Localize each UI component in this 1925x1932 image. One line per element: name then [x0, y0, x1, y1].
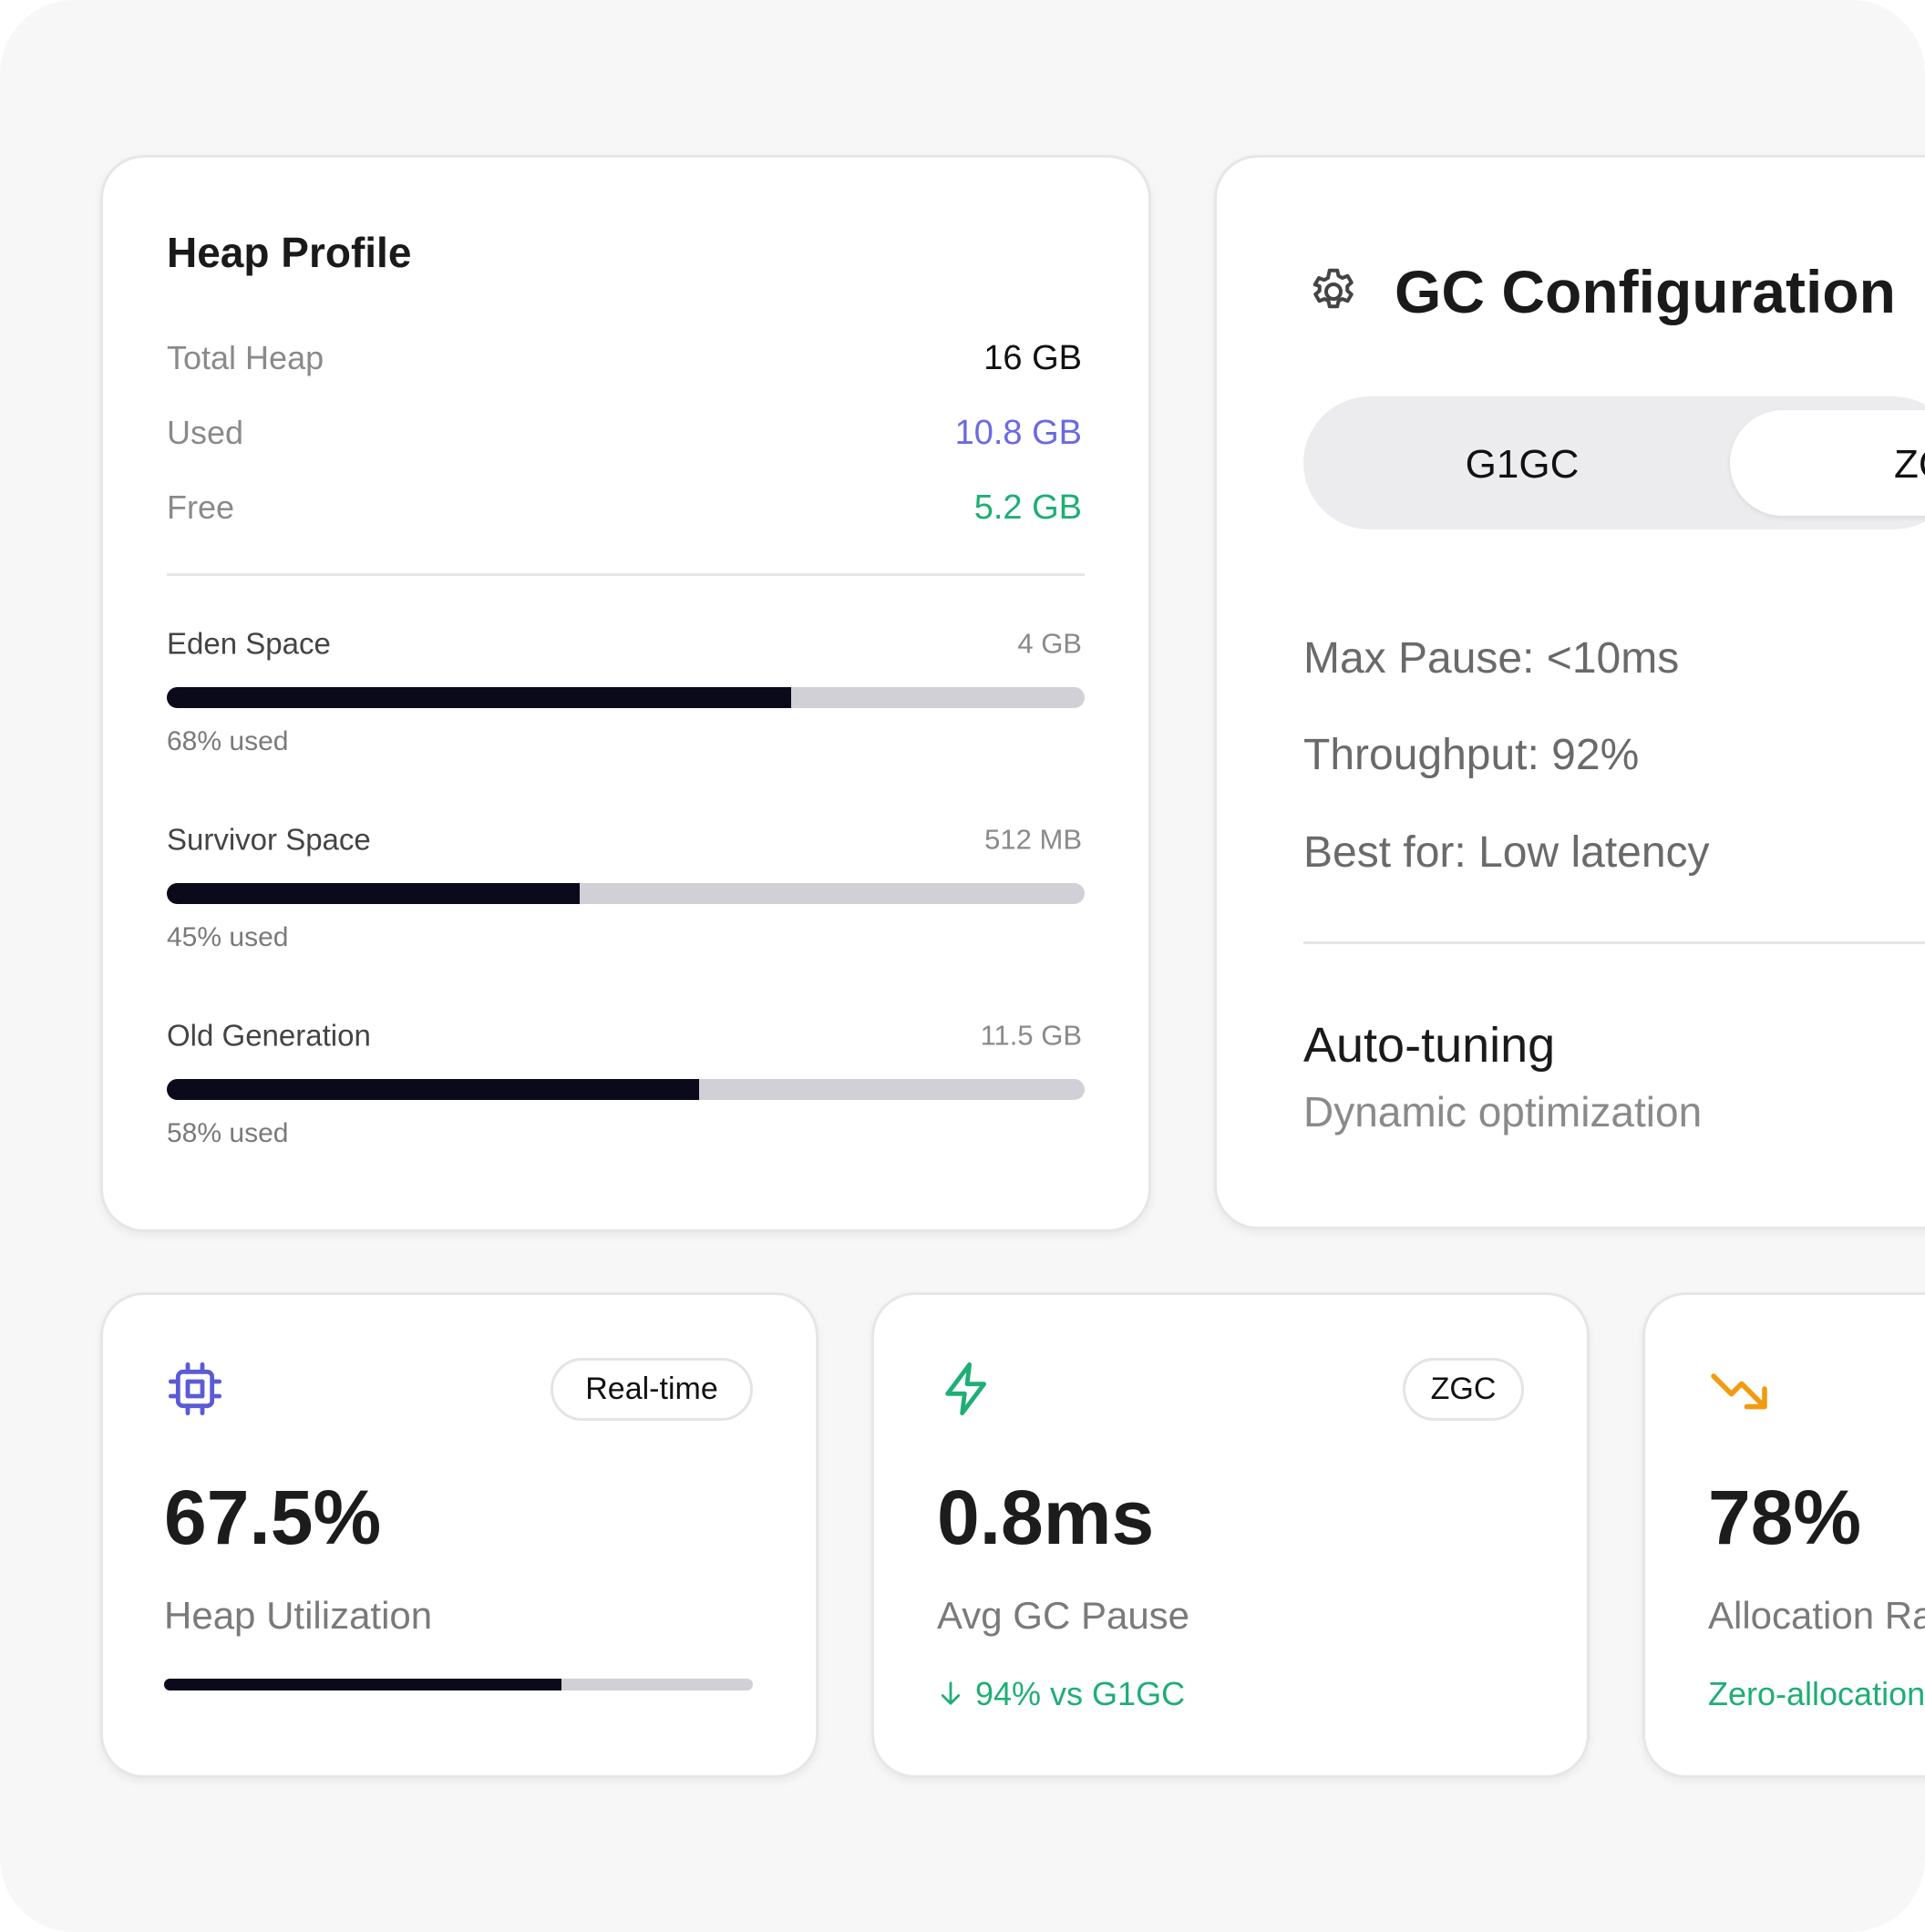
progress-track [167, 883, 1085, 904]
divider [1303, 941, 1925, 944]
row-label: Free [167, 488, 235, 526]
metric-label: Heap Utilization [164, 1594, 433, 1637]
progress-track [167, 687, 1085, 708]
metric-card [1642, 1292, 1925, 1778]
segment-used: 58% used [167, 1118, 289, 1148]
progress-track [167, 1079, 1085, 1100]
progress-fill [167, 883, 581, 904]
segment-name: Eden Space [167, 626, 331, 661]
row-label: Used [167, 414, 244, 451]
card-title: Heap Profile [167, 229, 412, 276]
progress-fill [164, 1679, 562, 1690]
toggle-option[interactable]: ZGC [1894, 442, 1925, 487]
gc-detail: Throughput: 92% [1303, 731, 1640, 779]
cpu-icon [168, 1362, 222, 1416]
metric-label: Allocation Rate [1708, 1594, 1925, 1637]
row-value: 16 GB [983, 339, 1082, 377]
toggle-selected[interactable] [1730, 410, 1925, 516]
segment-used: 45% used [167, 922, 289, 952]
metric-value: 78% [1708, 1475, 1862, 1560]
metric-value: 67.5% [164, 1475, 382, 1560]
down-arrow [941, 1681, 961, 1705]
metric-label: Avg GC Pause [937, 1594, 1190, 1637]
bolt-icon [945, 1362, 987, 1416]
feature-subtitle: Dynamic optimization [1303, 1088, 1703, 1136]
segment-name: Survivor Space [167, 822, 371, 857]
gc-detail: Best for: Low latency [1303, 828, 1710, 877]
gc-detail: Max Pause: <10ms [1303, 634, 1680, 683]
row-label: Total Heap [167, 339, 324, 376]
progress-track [164, 1679, 753, 1690]
metric-value: 0.8ms [937, 1475, 1155, 1560]
row-value: 5.2 GB [973, 488, 1082, 527]
segment-used: 68% used [167, 726, 289, 756]
trend-down-icon [1711, 1373, 1767, 1410]
row-value: 10.8 GB [954, 414, 1082, 452]
card-title: GC Configuration [1395, 258, 1896, 325]
metric-note: 94% vs G1GC [975, 1675, 1186, 1712]
badge: Real-time [551, 1358, 753, 1421]
feature-title: Auto-tuning [1303, 1018, 1556, 1073]
segment-size: 11.5 GB [980, 1019, 1082, 1052]
metric-card [100, 1292, 818, 1778]
metric-card [871, 1292, 1590, 1778]
segment-size: 4 GB [1017, 627, 1082, 660]
metric-note: Zero-allocation [1708, 1675, 1925, 1712]
toggle-option[interactable]: G1GC [1465, 442, 1580, 487]
progress-fill [167, 687, 791, 708]
segment-name: Old Generation [167, 1018, 371, 1053]
gear-icon [1312, 268, 1354, 309]
badge: ZGC [1403, 1358, 1524, 1421]
progress-fill [167, 1079, 700, 1100]
gc-card [1214, 155, 1925, 1229]
divider [167, 573, 1085, 576]
segment-size: 512 MB [984, 823, 1082, 856]
